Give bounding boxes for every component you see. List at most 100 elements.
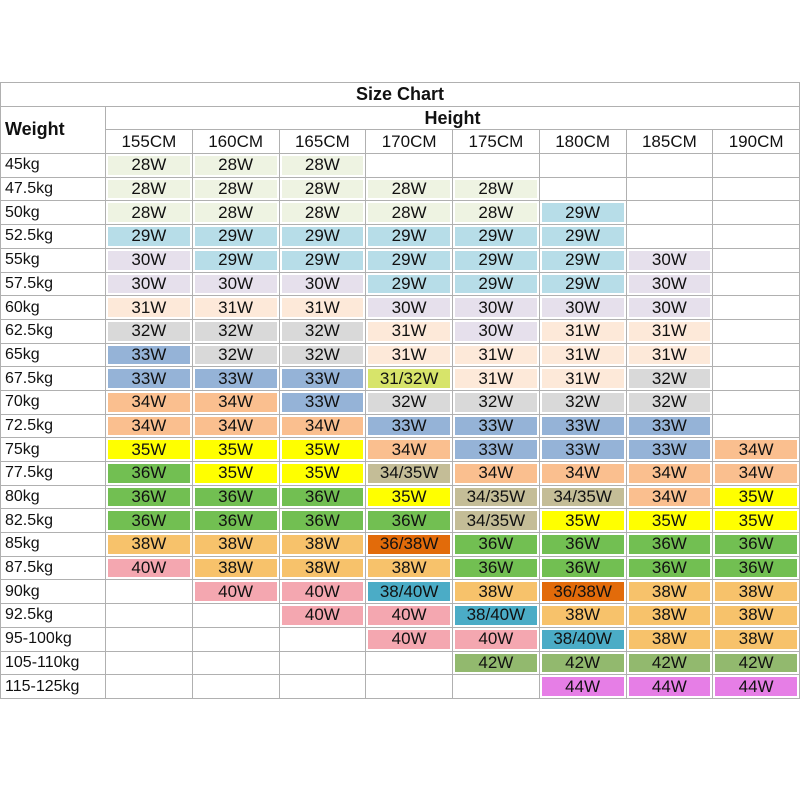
size-cell: 36W (105, 461, 193, 486)
size-cell: 38/40W (365, 579, 453, 605)
weight-label: 57.5kg (0, 271, 106, 297)
size-cell: 40W (365, 626, 453, 652)
empty-cell (278, 674, 367, 699)
size-cell: 35W (712, 508, 800, 534)
size-cell: 31W (625, 318, 714, 344)
empty-cell (191, 674, 280, 699)
size-cell: 31W (452, 342, 540, 368)
size-cell: 32W (625, 389, 714, 415)
weight-label: 52.5kg (0, 224, 106, 249)
size-cell: 31W (105, 295, 193, 320)
size-cell: 40W (105, 555, 193, 581)
table-row: 72.5kg 34W 34W 34W 33W 33W 33W 33W (0, 413, 800, 439)
size-cell: 30W (105, 247, 193, 273)
size-cell: 38W (191, 555, 280, 581)
size-cell: 29W (365, 271, 453, 297)
empty-cell (191, 603, 280, 628)
size-cell: 35W (191, 461, 280, 486)
size-cell: 31W (625, 342, 714, 368)
empty-cell (452, 674, 540, 699)
empty-cell (625, 176, 714, 202)
size-cell: 38W (712, 579, 800, 605)
size-cell: 38W (625, 603, 714, 628)
weight-label: 85kg (0, 532, 106, 557)
empty-cell (278, 650, 367, 676)
column-header: 160CM (191, 129, 280, 155)
size-cell: 31W (538, 342, 627, 368)
weight-label: 82.5kg (0, 508, 106, 534)
size-cell: 29W (538, 224, 627, 249)
empty-cell (712, 389, 800, 415)
size-cell: 36W (712, 532, 800, 557)
empty-cell (452, 153, 540, 178)
column-header: 180CM (538, 129, 627, 155)
column-row: 155CM 160CM 165CM 170CM 175CM 180CM 185CM 190CM (1, 129, 800, 155)
size-cell: 40W (365, 603, 453, 628)
table-row: 92.5kg 40W 40W 38/40W 38W 38W 38W (0, 603, 800, 628)
column-header: 175CM (452, 129, 540, 155)
size-cell: 35W (365, 484, 453, 510)
size-cell: 34/35W (538, 484, 627, 510)
table-row: 52.5kg 29W 29W 29W 29W 29W 29W (0, 224, 800, 249)
size-cell: 38/40W (538, 626, 627, 652)
weight-label: 45kg (0, 153, 106, 178)
size-cell: 34W (625, 461, 714, 486)
empty-cell (191, 626, 280, 652)
size-cell: 36W (625, 532, 714, 557)
weight-label: 95-100kg (0, 626, 106, 652)
empty-cell (105, 626, 193, 652)
empty-cell (712, 366, 800, 391)
size-cell: 33W (625, 437, 714, 462)
empty-cell (712, 224, 800, 249)
weight-label: 90kg (0, 579, 106, 605)
size-cell: 32W (191, 318, 280, 344)
empty-cell (712, 318, 800, 344)
empty-cell (105, 674, 193, 699)
weight-label: 60kg (0, 295, 106, 320)
table-row: 55kg 30W 29W 29W 29W 29W 29W 30W (0, 247, 800, 273)
size-cell: 28W (278, 200, 367, 226)
size-cell: 30W (278, 271, 367, 297)
size-cell: 35W (278, 437, 367, 462)
size-cell: 38W (712, 603, 800, 628)
size-cell: 34W (278, 413, 367, 439)
size-cell: 28W (191, 200, 280, 226)
size-cell: 34W (191, 389, 280, 415)
size-cell: 34W (625, 484, 714, 510)
size-cell: 44W (538, 674, 627, 699)
size-cell: 36W (191, 484, 280, 510)
size-cell: 29W (452, 224, 540, 249)
table-row: 60kg 31W 31W 31W 30W 30W 30W 30W (0, 295, 800, 320)
size-cell: 31W (191, 295, 280, 320)
size-cell: 33W (105, 366, 193, 391)
column-header: 185CM (625, 129, 714, 155)
size-cell: 34W (105, 389, 193, 415)
size-cell: 31/32W (365, 366, 453, 391)
size-cell: 28W (365, 176, 453, 202)
size-cell: 31W (538, 318, 627, 344)
table-row: 65kg 33W 32W 32W 31W 31W 31W 31W (0, 342, 800, 368)
weight-label: 70kg (0, 389, 106, 415)
size-cell: 30W (452, 295, 540, 320)
column-group: Height (105, 105, 800, 131)
weight-label: 47.5kg (0, 176, 106, 202)
size-cell: 32W (625, 366, 714, 391)
size-cell: 34W (452, 461, 540, 486)
size-cell: 35W (538, 508, 627, 534)
empty-cell (365, 153, 453, 178)
size-cell: 29W (365, 224, 453, 249)
table-row: 67.5kg 33W 33W 33W 31/32W 31W 31W 32W (0, 366, 800, 391)
size-cell: 28W (452, 200, 540, 226)
size-cell: 35W (105, 437, 193, 462)
size-cell: 29W (191, 224, 280, 249)
size-cell: 40W (191, 579, 280, 605)
size-cell: 30W (365, 295, 453, 320)
weight-label: 72.5kg (0, 413, 106, 439)
table-row: 50kg 28W 28W 28W 28W 28W 29W (0, 200, 800, 226)
size-cell: 36W (538, 532, 627, 557)
size-table: Size Chart Weight Height 155CM 160CM 165CM 1… (0, 82, 800, 699)
empty-cell (105, 650, 193, 676)
size-cell: 36W (365, 508, 453, 534)
size-cell: 35W (712, 484, 800, 510)
